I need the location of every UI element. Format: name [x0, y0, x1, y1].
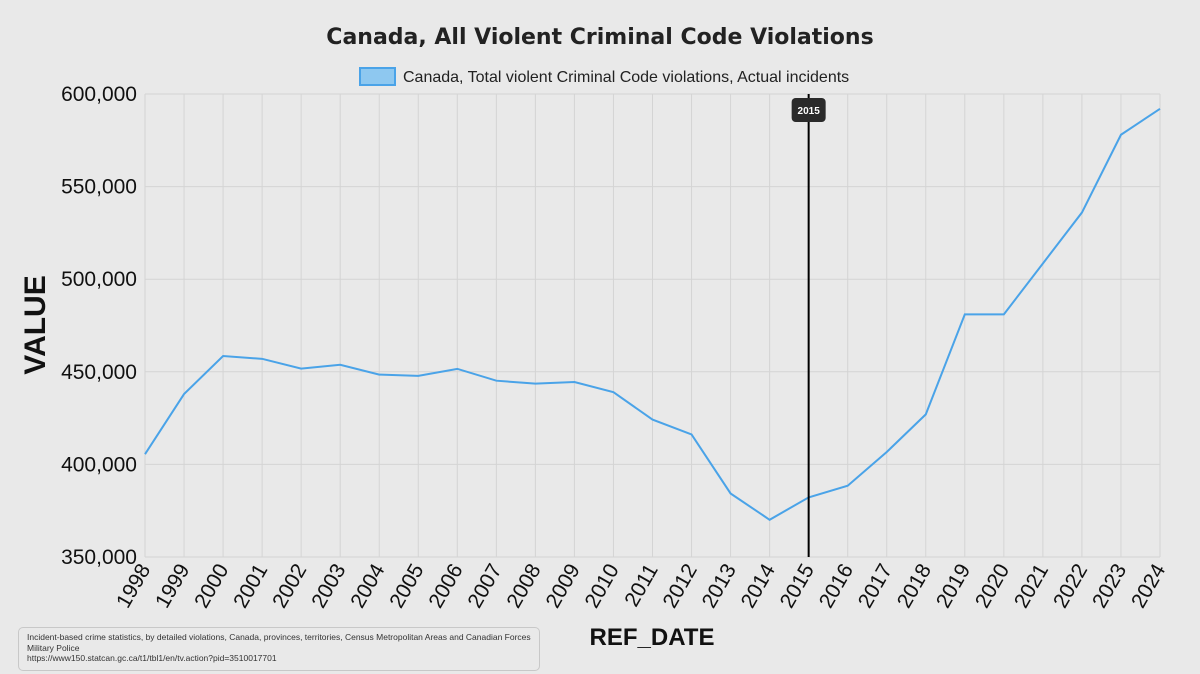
- y-tick-label: 600,000: [61, 83, 137, 106]
- y-axis-label: VALUE: [19, 275, 52, 374]
- x-tick-label: 2006: [424, 560, 467, 612]
- x-tick-label: 2005: [385, 560, 428, 612]
- x-tick-label: 2000: [190, 560, 233, 612]
- y-tick-label: 500,000: [61, 268, 137, 291]
- x-tick-label: 2009: [541, 560, 584, 612]
- x-tick-label: 2008: [502, 560, 545, 612]
- grid: [144, 93, 1161, 558]
- x-tick-label: 2001: [229, 560, 272, 612]
- x-tick-label: 2018: [893, 560, 936, 612]
- y-axis-ticks: 350,000 400,000 450,000 500,000 550,000 600,0…: [61, 83, 137, 569]
- x-tick-label: 2019: [932, 560, 975, 612]
- y-tick-label: 450,000: [61, 361, 137, 384]
- x-tick-label: 1999: [151, 560, 194, 612]
- x-axis-label: REF_DATE: [590, 624, 715, 651]
- x-tick-label: 2004: [346, 560, 389, 612]
- x-tick-label: 2012: [659, 560, 702, 612]
- x-axis-ticks: 1998199920002001200220032004200520062007…: [112, 560, 1170, 612]
- x-tick-label: 2013: [698, 560, 741, 612]
- x-tick-label: 2023: [1088, 560, 1131, 612]
- x-tick-label: 2014: [737, 560, 780, 612]
- y-tick-label: 400,000: [61, 453, 137, 476]
- x-tick-label: 2020: [971, 560, 1014, 612]
- x-tick-label: 2007: [463, 560, 506, 612]
- x-tick-label: 2015: [776, 560, 819, 612]
- hover-tooltip-label: 2015: [798, 106, 821, 117]
- x-tick-label: 2002: [268, 560, 311, 612]
- x-tick-label: 2022: [1049, 560, 1092, 612]
- x-tick-label: 2016: [815, 560, 858, 612]
- x-tick-label: 2003: [307, 560, 350, 612]
- y-tick-label: 350,000: [61, 546, 137, 569]
- legend-label: Canada, Total violent Criminal Code viol…: [403, 69, 849, 86]
- hover-tooltip: [791, 98, 826, 122]
- x-tick-label: 2024: [1127, 560, 1170, 612]
- legend[interactable]: Canada, Total violent Criminal Code viol…: [359, 67, 849, 86]
- chart-title: Canada, All Violent Criminal Code Violat…: [326, 25, 873, 50]
- x-tick-label: 2021: [1010, 560, 1053, 612]
- legend-swatch: [359, 67, 396, 86]
- source-title: Incident-based crime statistics, by deta…: [27, 632, 531, 653]
- x-tick-label: 2010: [581, 560, 624, 612]
- source-url[interactable]: https://www150.statcan.gc.ca/t1/tbl1/en/…: [27, 653, 277, 663]
- x-tick-label: 2017: [854, 560, 897, 612]
- x-tick-label: 2011: [620, 560, 663, 611]
- hover-marker: 2015: [791, 94, 826, 557]
- source-note: Incident-based crime statistics, by deta…: [18, 627, 540, 671]
- y-tick-label: 550,000: [61, 176, 137, 199]
- series-line[interactable]: [144, 107, 1161, 521]
